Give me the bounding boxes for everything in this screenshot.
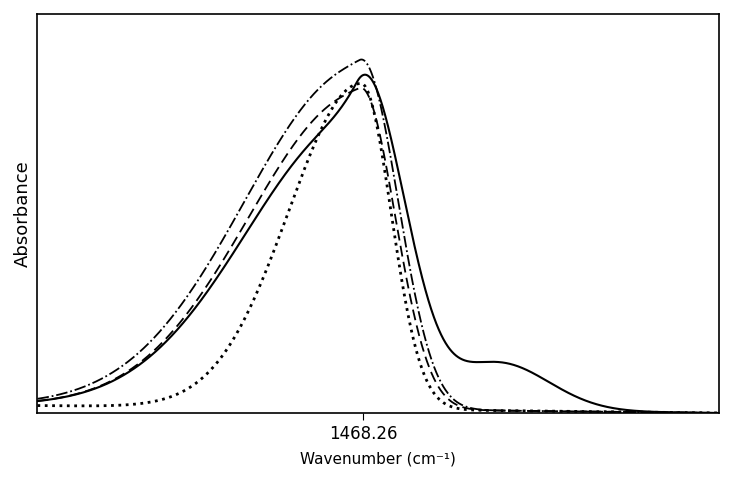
X-axis label: Wavenumber (cm⁻¹): Wavenumber (cm⁻¹) xyxy=(301,451,456,466)
Y-axis label: Absorbance: Absorbance xyxy=(14,160,32,267)
